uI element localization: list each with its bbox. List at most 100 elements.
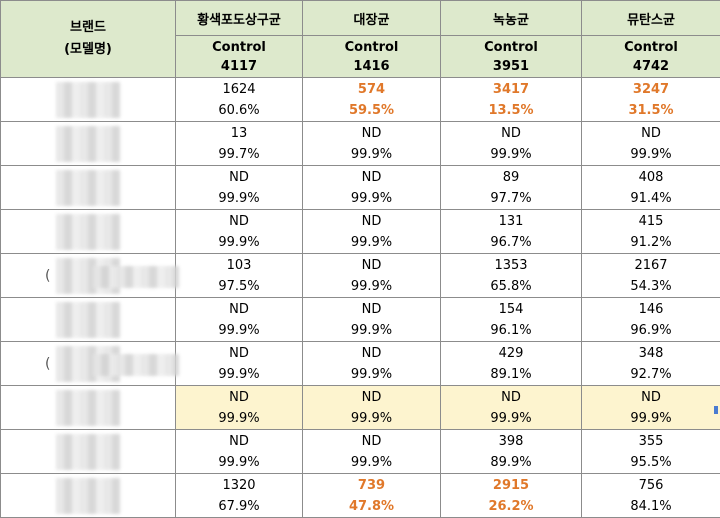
reduction-rate: 91.2% (582, 232, 720, 253)
column-header: 대장균 (303, 1, 441, 36)
reduction-rate: 99.9% (441, 408, 581, 429)
brand-cell-redacted (1, 122, 176, 166)
colony-count: 415 (582, 211, 720, 232)
reduction-rate: 99.9% (303, 320, 440, 341)
reduction-rate: 96.9% (582, 320, 720, 341)
redacted-brand-image (56, 126, 120, 162)
redacted-brand-image (56, 170, 120, 206)
brand-header-label: 브랜드 (1, 17, 175, 39)
reduction-rate: 59.5% (303, 100, 440, 121)
brand-cell-redacted: ( (1, 254, 176, 298)
colony-count: ND (176, 299, 302, 320)
redacted-brand-image (56, 302, 120, 338)
reduction-rate: 65.8% (441, 276, 581, 297)
brand-cell-redacted (1, 166, 176, 210)
reduction-rate: 99.9% (176, 364, 302, 385)
control-label: Control (441, 38, 581, 57)
reduction-rate: 99.9% (303, 144, 440, 165)
colony-count: ND (303, 255, 440, 276)
colony-count: 1624 (176, 79, 302, 100)
colony-count: 348 (582, 343, 720, 364)
reduction-rate: 95.5% (582, 452, 720, 473)
brand-cell-redacted (1, 78, 176, 122)
redacted-brand-image (56, 478, 120, 514)
reduction-rate: 99.9% (582, 408, 720, 429)
colony-count: ND (176, 431, 302, 452)
redacted-brand-image (56, 390, 120, 426)
colony-count: 131 (441, 211, 581, 232)
reduction-rate: 99.9% (441, 144, 581, 165)
reduction-rate: 99.9% (582, 144, 720, 165)
reduction-rate: 13.5% (441, 100, 581, 121)
column-header: 녹농균 (441, 1, 582, 36)
colony-count: ND (303, 211, 440, 232)
model-header-label: (모델명) (1, 39, 175, 61)
colony-count: ND (176, 343, 302, 364)
colony-count: 1353 (441, 255, 581, 276)
reduction-rate: 96.7% (441, 232, 581, 253)
reduction-rate: 97.7% (441, 188, 581, 209)
reduction-rate: 99.9% (176, 320, 302, 341)
colony-count: ND (582, 387, 720, 408)
colony-count: 3247 (582, 79, 720, 100)
colony-count: ND (176, 211, 302, 232)
redacted-model-image (93, 354, 179, 376)
colony-count: 103 (176, 255, 302, 276)
brand-cell-redacted (1, 210, 176, 254)
reduction-rate: 84.1% (582, 496, 720, 517)
colony-count: 1320 (176, 475, 302, 496)
reduction-rate: 99.9% (303, 452, 440, 473)
redacted-brand-image (56, 82, 120, 118)
colony-count: ND (176, 387, 302, 408)
reduction-rate: 31.5% (582, 100, 720, 121)
colony-count: 89 (441, 167, 581, 188)
reduction-rate: 99.9% (303, 232, 440, 253)
brand-cell-redacted (1, 386, 176, 430)
reduction-rate: 99.9% (176, 188, 302, 209)
reduction-rate: 96.1% (441, 320, 581, 341)
colony-count: 13 (176, 123, 302, 144)
colony-count: 2915 (441, 475, 581, 496)
colony-count: 146 (582, 299, 720, 320)
colony-count: ND (303, 167, 440, 188)
colony-count: 355 (582, 431, 720, 452)
reduction-rate: 60.6% (176, 100, 302, 121)
reduction-rate: 99.9% (176, 452, 302, 473)
reduction-rate: 99.9% (303, 276, 440, 297)
colony-count: ND (176, 167, 302, 188)
